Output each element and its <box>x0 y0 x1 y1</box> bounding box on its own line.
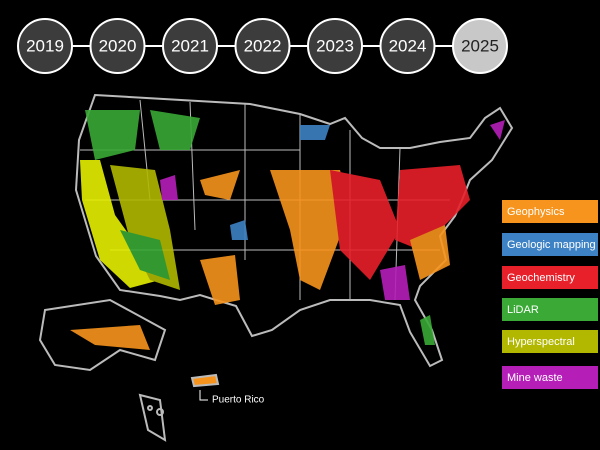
legend-swatch[interactable] <box>502 330 598 353</box>
year-button[interactable]: 2021 <box>162 18 218 74</box>
legend: Geophysics Geologic mapping Geochemistry Li… <box>502 200 598 389</box>
year-button[interactable]: 2024 <box>379 18 436 74</box>
puerto-rico-label: Puerto Rico <box>212 395 265 406</box>
legend-item[interactable]: Geologic mapping <box>502 233 598 256</box>
year-circle[interactable] <box>89 18 146 74</box>
year-button[interactable]: 2025 <box>452 18 508 74</box>
survey-areas <box>80 110 505 345</box>
legend-label[interactable]: Geophysics <box>507 206 565 218</box>
legend-swatch[interactable] <box>502 298 598 321</box>
legend-swatch[interactable] <box>502 366 598 389</box>
year-label[interactable]: 2019 <box>26 36 64 55</box>
year-circle[interactable] <box>17 18 73 74</box>
puerto-rico <box>190 373 220 388</box>
year-label[interactable]: 2022 <box>244 36 282 55</box>
year-circle[interactable] <box>234 18 291 74</box>
year-button[interactable]: 2019 <box>17 18 73 74</box>
legend-label[interactable]: Mine waste <box>507 372 563 384</box>
timeline: 2019 2020 2021 2022 2023 2024 2025 <box>17 18 508 74</box>
legend-swatch[interactable] <box>502 233 598 256</box>
legend-label[interactable]: Geochemistry <box>507 272 575 284</box>
legend-swatch[interactable] <box>502 266 598 289</box>
year-button[interactable]: 2020 <box>89 18 146 74</box>
year-circle[interactable] <box>452 18 508 74</box>
legend-item[interactable]: Geophysics <box>502 200 598 223</box>
legend-item[interactable]: Mine waste <box>502 366 598 389</box>
year-circle[interactable] <box>307 18 363 74</box>
legend-label[interactable]: Hyperspectral <box>507 336 575 348</box>
us-map: Puerto Rico <box>38 93 514 442</box>
legend-label[interactable]: LiDAR <box>507 304 539 316</box>
legend-swatch[interactable] <box>502 200 598 223</box>
legend-item[interactable]: LiDAR <box>502 298 598 321</box>
legend-label[interactable]: Geologic mapping <box>507 239 596 251</box>
alaska <box>38 298 167 442</box>
year-button[interactable]: 2022 <box>234 18 291 74</box>
year-circle[interactable] <box>162 18 218 74</box>
year-label[interactable]: 2025 <box>461 36 499 55</box>
hawaii <box>147 405 164 416</box>
year-label[interactable]: 2020 <box>99 36 137 55</box>
year-label[interactable]: 2023 <box>316 36 354 55</box>
year-button[interactable]: 2023 <box>307 18 363 74</box>
year-label[interactable]: 2024 <box>389 36 427 55</box>
label-leader <box>199 390 208 401</box>
year-label[interactable]: 2021 <box>171 36 209 55</box>
legend-item[interactable]: Geochemistry <box>502 266 598 289</box>
legend-item[interactable]: Hyperspectral <box>502 330 598 353</box>
year-circle[interactable] <box>379 18 436 74</box>
